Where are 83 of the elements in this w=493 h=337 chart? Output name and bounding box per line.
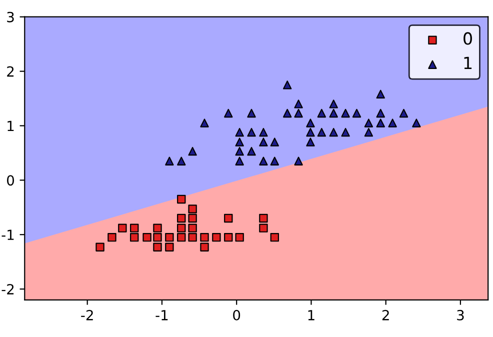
point	[341, 128, 350, 137]
point	[259, 224, 268, 232]
point	[177, 194, 186, 204]
point	[364, 118, 374, 128]
point	[317, 108, 326, 118]
point	[294, 108, 303, 118]
x-tick-label: 1	[308, 310, 314, 320]
point	[188, 214, 197, 223]
x-tick-label: 0	[233, 310, 240, 320]
point	[376, 118, 385, 128]
point	[259, 214, 268, 223]
y-tick-label: 2	[7, 66, 14, 77]
legend-label: 0	[464, 32, 472, 45]
y-tick-label: 3	[7, 12, 14, 22]
y-tick-label: -2	[2, 284, 14, 294]
y-tick-label: 0	[7, 175, 14, 186]
point	[153, 224, 162, 232]
point	[188, 224, 197, 232]
point	[352, 108, 362, 118]
point	[165, 156, 174, 166]
point	[235, 128, 244, 137]
x-tick-label: -2	[81, 310, 93, 320]
point	[282, 108, 292, 118]
point	[317, 128, 326, 137]
point	[200, 242, 209, 252]
point	[376, 108, 385, 118]
point	[235, 156, 244, 166]
point	[177, 214, 186, 223]
point	[130, 224, 139, 232]
point	[200, 118, 209, 128]
point	[270, 156, 279, 166]
point	[153, 232, 162, 242]
point	[376, 90, 385, 99]
point	[165, 242, 174, 252]
point	[212, 232, 221, 242]
point	[259, 156, 268, 166]
point	[153, 242, 162, 252]
x-tick-label: 3	[457, 310, 464, 320]
point	[329, 108, 338, 118]
point	[224, 232, 233, 242]
y-tick-label: 1	[8, 120, 14, 132]
point	[306, 128, 315, 137]
point	[118, 224, 127, 232]
point	[259, 138, 268, 146]
point	[165, 232, 174, 242]
point	[177, 232, 186, 242]
point	[177, 224, 186, 232]
point	[399, 108, 408, 118]
point	[329, 100, 338, 108]
point	[270, 232, 279, 242]
point	[388, 118, 397, 128]
point	[247, 128, 256, 137]
point	[188, 232, 197, 242]
point	[142, 232, 152, 242]
x-tick-label: 2	[382, 310, 389, 320]
point	[247, 146, 256, 156]
point	[130, 232, 139, 242]
point	[306, 138, 315, 146]
point	[294, 156, 303, 166]
point	[235, 138, 244, 146]
point	[108, 232, 116, 242]
point	[188, 146, 197, 156]
point	[412, 118, 421, 128]
point	[270, 138, 279, 146]
point	[306, 118, 315, 128]
point	[294, 100, 303, 108]
point	[235, 232, 244, 242]
point	[329, 128, 338, 137]
x-tick-label: -1	[156, 310, 168, 320]
point	[200, 232, 209, 242]
point	[224, 108, 233, 118]
point	[235, 146, 244, 156]
legend-label: 1	[464, 56, 472, 69]
point	[96, 242, 104, 252]
point	[224, 214, 233, 223]
point	[282, 80, 292, 90]
point	[177, 156, 186, 166]
point	[247, 108, 256, 118]
point	[188, 204, 197, 214]
y-tick-label: -1	[2, 230, 14, 240]
point	[364, 128, 374, 137]
point	[259, 128, 268, 137]
point	[341, 108, 350, 118]
